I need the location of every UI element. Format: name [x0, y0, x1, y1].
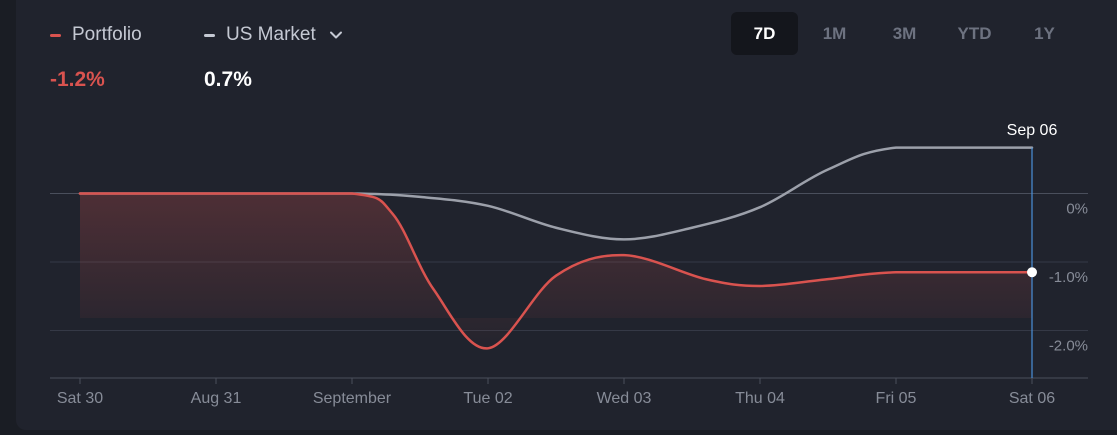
x-axis-ticks: Sat 30 Aug 31 September Tue 02 Wed 03 Thu 04 F…: [57, 378, 1055, 407]
hover-point: [1027, 267, 1037, 278]
portfolio-area-fill: [80, 193, 1032, 349]
hover-indicator: Sep 06: [1007, 122, 1058, 378]
legend-market-label: US Market: [226, 24, 316, 45]
legend-portfolio[interactable]: Portfolio: [50, 24, 142, 46]
x-tick-label: Thu 04: [735, 390, 785, 407]
market-dash-icon: [204, 33, 215, 37]
legend-portfolio-label: Portfolio: [72, 24, 142, 45]
y-tick-label: -2.0%: [1049, 338, 1088, 355]
period-selector: 7D 1M 3M YTD 1Y: [731, 12, 1081, 55]
chevron-down-icon[interactable]: [328, 27, 344, 43]
series-lines: [78, 146, 1034, 350]
portfolio-series-line: [78, 192, 1034, 350]
period-1y-button[interactable]: 1Y: [1034, 24, 1055, 43]
x-tick-label: September: [313, 390, 392, 407]
portfolio-change-value: -1.2%: [50, 68, 105, 91]
x-tick-label: Fri 05: [876, 390, 917, 407]
portfolio-area: [80, 193, 1032, 349]
x-tick-label: Sat 30: [57, 390, 103, 407]
legend-market[interactable]: US Market: [204, 24, 344, 46]
market-change-value: 0.7%: [204, 68, 252, 91]
y-tick-label: 0%: [1066, 201, 1088, 218]
period-1m-button[interactable]: 1M: [822, 24, 847, 43]
x-tick-label: Wed 03: [597, 390, 652, 407]
hover-date-label: Sep 06: [1007, 122, 1058, 139]
y-tick-label: -1.0%: [1049, 269, 1088, 286]
period-ytd-button[interactable]: YTD: [957, 24, 992, 43]
x-tick-label: Aug 31: [191, 390, 242, 407]
x-tick-label: Sat 06: [1009, 390, 1055, 407]
period-7d-button[interactable]: 7D: [731, 12, 798, 55]
portfolio-dash-icon: [50, 33, 61, 37]
x-tick-label: Tue 02: [463, 390, 512, 407]
y-axis-ticks: 0% -1.0% -2.0%: [1049, 201, 1088, 355]
period-3m-button[interactable]: 3M: [892, 24, 917, 43]
